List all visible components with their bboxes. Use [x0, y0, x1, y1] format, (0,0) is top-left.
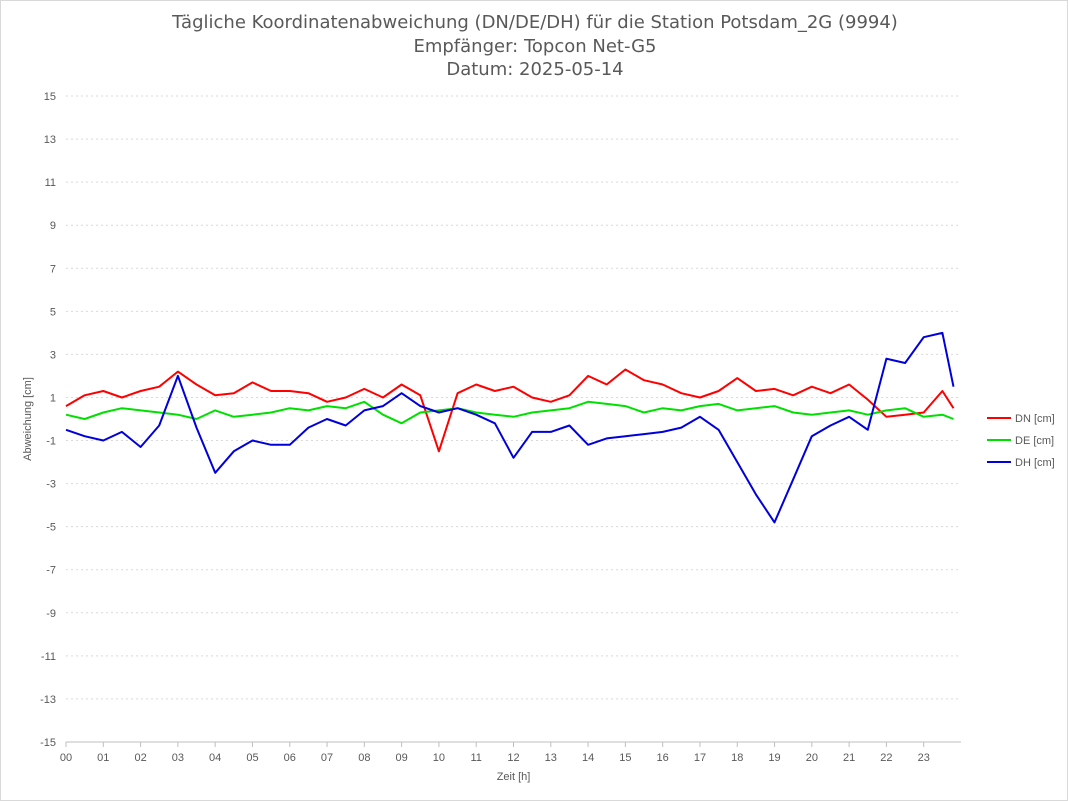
x-tick-label: 15	[619, 752, 631, 764]
y-tick-label: 11	[45, 177, 56, 189]
x-tick-label: 02	[134, 752, 146, 764]
y-tick-label: 1	[50, 392, 56, 404]
chart-subtitle-date: Datum: 2025-05-14	[446, 59, 624, 80]
x-tick-label: 17	[694, 752, 706, 764]
y-tick-label: 13	[44, 134, 56, 146]
y-axis-ticks: 15 13 11 9 7 5 3 1 -1 -3 -5 -7 -9 -11 -13 -15	[40, 91, 56, 749]
legend-label: DE [cm]	[1015, 435, 1054, 447]
series-lines	[65, 331, 955, 524]
x-tick-label: 05	[246, 752, 258, 764]
y-tick-label: 7	[50, 263, 56, 275]
x-axis-ticks: 00 01 02 03 04 05 06 07 08 09 10 11 12 13 14 15 16 17 18 19…	[60, 742, 930, 764]
y-tick-label: -1	[46, 436, 56, 448]
y-tick-label: 9	[50, 220, 56, 232]
x-tick-label: 20	[806, 752, 818, 764]
y-axis-title: Abweichung [cm]	[22, 377, 34, 461]
x-tick-label: 04	[209, 752, 221, 764]
y-tick-label: -3	[46, 479, 56, 491]
legend-label: DN [cm]	[1015, 413, 1055, 425]
x-tick-label: 13	[545, 752, 557, 764]
y-tick-label: -13	[40, 694, 56, 706]
x-tick-label: 16	[657, 752, 669, 764]
legend: DN [cm] DE [cm] DH [cm]	[987, 413, 1055, 469]
x-tick-label: 10	[433, 752, 445, 764]
x-tick-label: 08	[358, 752, 370, 764]
y-tick-label: 3	[50, 349, 56, 361]
chart-subtitle-receiver: Empfänger: Topcon Net-G5	[413, 36, 657, 57]
grid	[66, 95, 961, 743]
x-tick-label: 18	[731, 752, 743, 764]
x-tick-label: 09	[396, 752, 408, 764]
y-tick-label: -5	[46, 522, 56, 534]
series-line-dn	[65, 368, 955, 453]
y-tick-label: 15	[44, 91, 56, 103]
series-line-dh	[65, 331, 955, 524]
x-tick-label: 07	[321, 752, 333, 764]
series-line-de	[65, 400, 954, 425]
x-tick-label: 12	[507, 752, 519, 764]
x-tick-label: 21	[843, 752, 855, 764]
x-tick-label: 22	[880, 752, 892, 764]
y-tick-label: -9	[46, 608, 56, 620]
x-tick-label: 14	[582, 752, 594, 764]
y-tick-label: 5	[50, 306, 56, 318]
x-tick-label: 19	[768, 752, 780, 764]
x-tick-label: 03	[172, 752, 184, 764]
x-axis-title: Zeit [h]	[497, 771, 531, 783]
legend-label: DH [cm]	[1015, 457, 1055, 469]
x-tick-label: 23	[918, 752, 930, 764]
x-tick-label: 06	[284, 752, 296, 764]
chart-title: Tägliche Koordinatenabweichung (DN/DE/DH…	[172, 12, 898, 33]
y-tick-label: -15	[40, 737, 56, 749]
x-tick-label: 11	[470, 752, 481, 764]
x-tick-label: 01	[97, 752, 109, 764]
x-tick-label: 00	[60, 752, 72, 764]
y-tick-label: -11	[41, 651, 56, 663]
y-tick-label: -7	[46, 565, 56, 577]
